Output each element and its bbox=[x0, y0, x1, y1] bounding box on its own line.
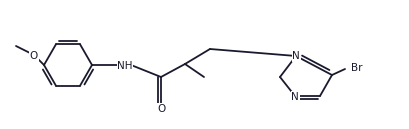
Text: N: N bbox=[292, 51, 300, 61]
Text: O: O bbox=[30, 51, 38, 61]
Text: Br: Br bbox=[351, 63, 363, 73]
Text: N: N bbox=[291, 92, 299, 102]
Text: NH: NH bbox=[117, 61, 133, 71]
Text: O: O bbox=[157, 104, 165, 114]
